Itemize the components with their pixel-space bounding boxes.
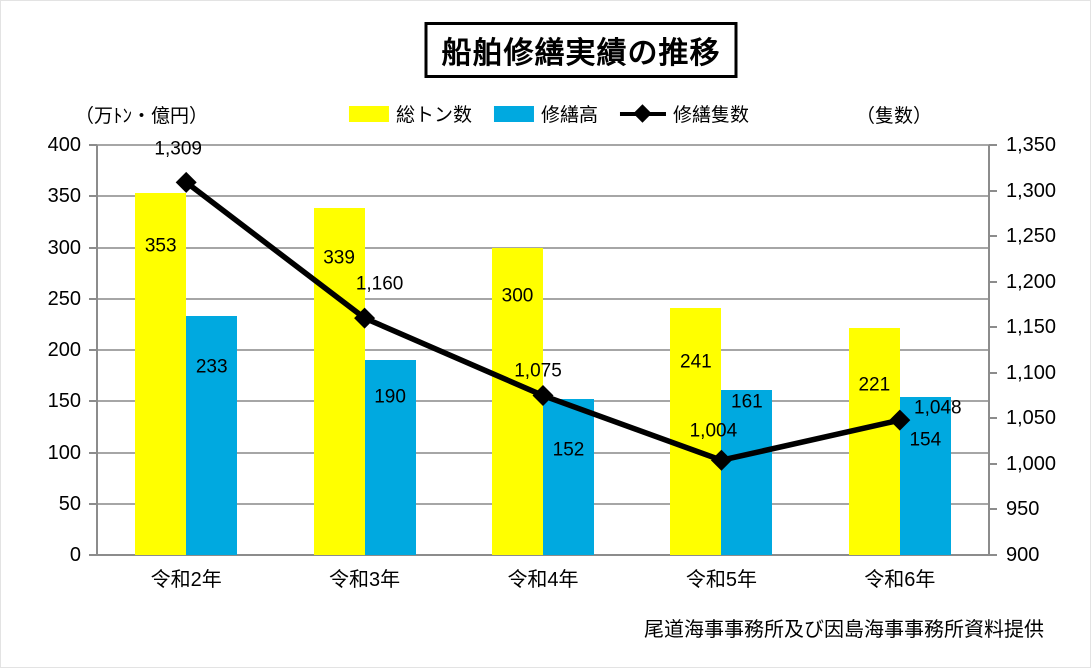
- bar-total-tonnage: [492, 247, 543, 555]
- left-axis-tick-label: 150: [47, 390, 81, 413]
- source-note: 尾道海事事務所及び因島海事事務所資料提供: [644, 619, 1044, 641]
- right-axis-tick-label: 950: [1006, 498, 1040, 521]
- right-axis-tickmark: [989, 189, 997, 192]
- bar-total-tonnage: [670, 307, 722, 555]
- bar-repair-value: [543, 399, 594, 555]
- left-axis-tickmark: [89, 400, 97, 403]
- line-data-label: 1,160: [355, 273, 404, 295]
- bar-data-label: 190: [374, 386, 406, 408]
- bar-data-label: 241: [680, 351, 712, 373]
- gridline: [97, 297, 989, 300]
- bar-total-tonnage: [848, 328, 900, 555]
- gridline: [97, 144, 989, 146]
- legend-label: 総トン数: [395, 105, 472, 126]
- x-axis-category-label: 令和2年: [150, 569, 222, 591]
- right-axis-tick-label: 1,300: [1006, 179, 1057, 202]
- gridline: [97, 246, 989, 249]
- legend: 総トン数 修繕高 修繕隻数: [348, 100, 749, 127]
- chart-title: 船舶修繕実績の推移: [424, 22, 738, 78]
- right-axis-tick-label: 1,200: [1006, 270, 1057, 293]
- left-axis-tick-label: 250: [47, 287, 81, 310]
- right-axis-tickmark: [989, 554, 997, 556]
- left-axis-tickmark: [89, 349, 97, 351]
- right-axis-tick-label: 1,150: [1006, 316, 1057, 339]
- right-axis-tickmark: [989, 417, 997, 420]
- x-axis-category-label: 令和6年: [864, 569, 936, 591]
- right-axis-unit-label: （隻数）: [856, 106, 933, 127]
- left-axis-tickmark: [89, 144, 97, 146]
- line-data-label: 1,004: [689, 420, 738, 442]
- bar-data-label: 152: [552, 439, 585, 461]
- left-axis-tick-label: 400: [47, 134, 81, 156]
- left-axis-tickmark: [89, 554, 97, 556]
- right-axis-tick-label: 1,000: [1006, 452, 1057, 475]
- line-data-label: 1,309: [154, 138, 202, 160]
- legend-line-marker-icon: [620, 103, 667, 123]
- bar-repair-value: [721, 389, 773, 555]
- left-axis-tickmark: [89, 195, 97, 198]
- left-axis-tickmark: [89, 451, 97, 454]
- bar-repair-value: [364, 360, 416, 555]
- line-diamond-marker: [889, 409, 911, 431]
- left-axis-tick-label: 350: [47, 185, 81, 208]
- x-axis-category-label: 令和3年: [329, 569, 401, 591]
- x-axis-line: [97, 554, 989, 556]
- gridline: [97, 349, 989, 351]
- left-axis-tickmark: [89, 297, 97, 300]
- bar-total-tonnage: [135, 193, 187, 555]
- bar-data-label: 233: [195, 356, 228, 378]
- line-data-label: 1,075: [514, 360, 562, 382]
- right-axis-tickmark: [989, 326, 997, 329]
- legend-swatch-icon: [493, 105, 534, 122]
- left-axis-unit-label: （万ﾄﾝ・億円）: [75, 106, 209, 127]
- bar-data-label: 300: [501, 285, 534, 306]
- right-axis-tickmark: [989, 144, 997, 146]
- right-axis-tick-label: 900: [1006, 544, 1040, 566]
- legend-swatch-icon: [348, 105, 389, 122]
- left-axis-tick-label: 0: [69, 544, 81, 566]
- legend-label: 修繕隻数: [673, 105, 750, 126]
- right-axis-tickmark: [989, 508, 997, 511]
- repair-ships-line: [184, 180, 901, 464]
- right-axis-tick-label: 1,100: [1006, 361, 1057, 384]
- left-axis-tick-label: 50: [58, 492, 81, 515]
- bar-data-label: 221: [858, 374, 891, 396]
- gridline: [97, 195, 989, 198]
- line-diamond-marker: [175, 171, 197, 193]
- legend-item-tonnage: 総トン数: [348, 100, 472, 127]
- right-axis-tickmark: [989, 280, 997, 283]
- legend-item-ships: 修繕隻数: [620, 100, 749, 127]
- right-axis-tickmark: [989, 235, 997, 238]
- line-diamond-marker: [354, 307, 376, 329]
- left-axis-tickmark: [89, 502, 97, 505]
- right-axis-tick-label: 1,250: [1006, 225, 1057, 248]
- line-data-label: 1,048: [914, 397, 962, 419]
- bar-data-label: 161: [731, 391, 763, 413]
- right-axis-tickmark: [989, 462, 997, 465]
- bar-data-label: 353: [144, 235, 177, 257]
- left-axis-tickmark: [89, 246, 97, 249]
- bar-repair-value: [186, 316, 238, 555]
- left-axis-tick-label: 200: [47, 339, 81, 361]
- line-diamond-marker: [532, 385, 554, 407]
- x-axis-category-label: 令和5年: [685, 569, 757, 591]
- right-axis-line: [988, 145, 990, 555]
- left-axis-tick-label: 300: [47, 236, 81, 259]
- left-axis-line: [96, 145, 98, 555]
- x-axis-category-label: 令和4年: [507, 569, 579, 591]
- bar-total-tonnage: [313, 207, 365, 555]
- left-axis-tick-label: 100: [47, 441, 81, 464]
- right-axis-tickmark: [989, 371, 997, 374]
- right-axis-tick-label: 1,350: [1006, 134, 1057, 156]
- bar-data-label: 154: [909, 429, 942, 451]
- legend-item-repair: 修繕高: [493, 100, 599, 127]
- line-diamond-marker: [710, 449, 732, 471]
- right-axis-tick-label: 1,050: [1006, 407, 1057, 430]
- legend-label: 修繕高: [540, 105, 599, 126]
- bar-data-label: 339: [323, 247, 355, 269]
- bar-repair-value: [899, 397, 951, 555]
